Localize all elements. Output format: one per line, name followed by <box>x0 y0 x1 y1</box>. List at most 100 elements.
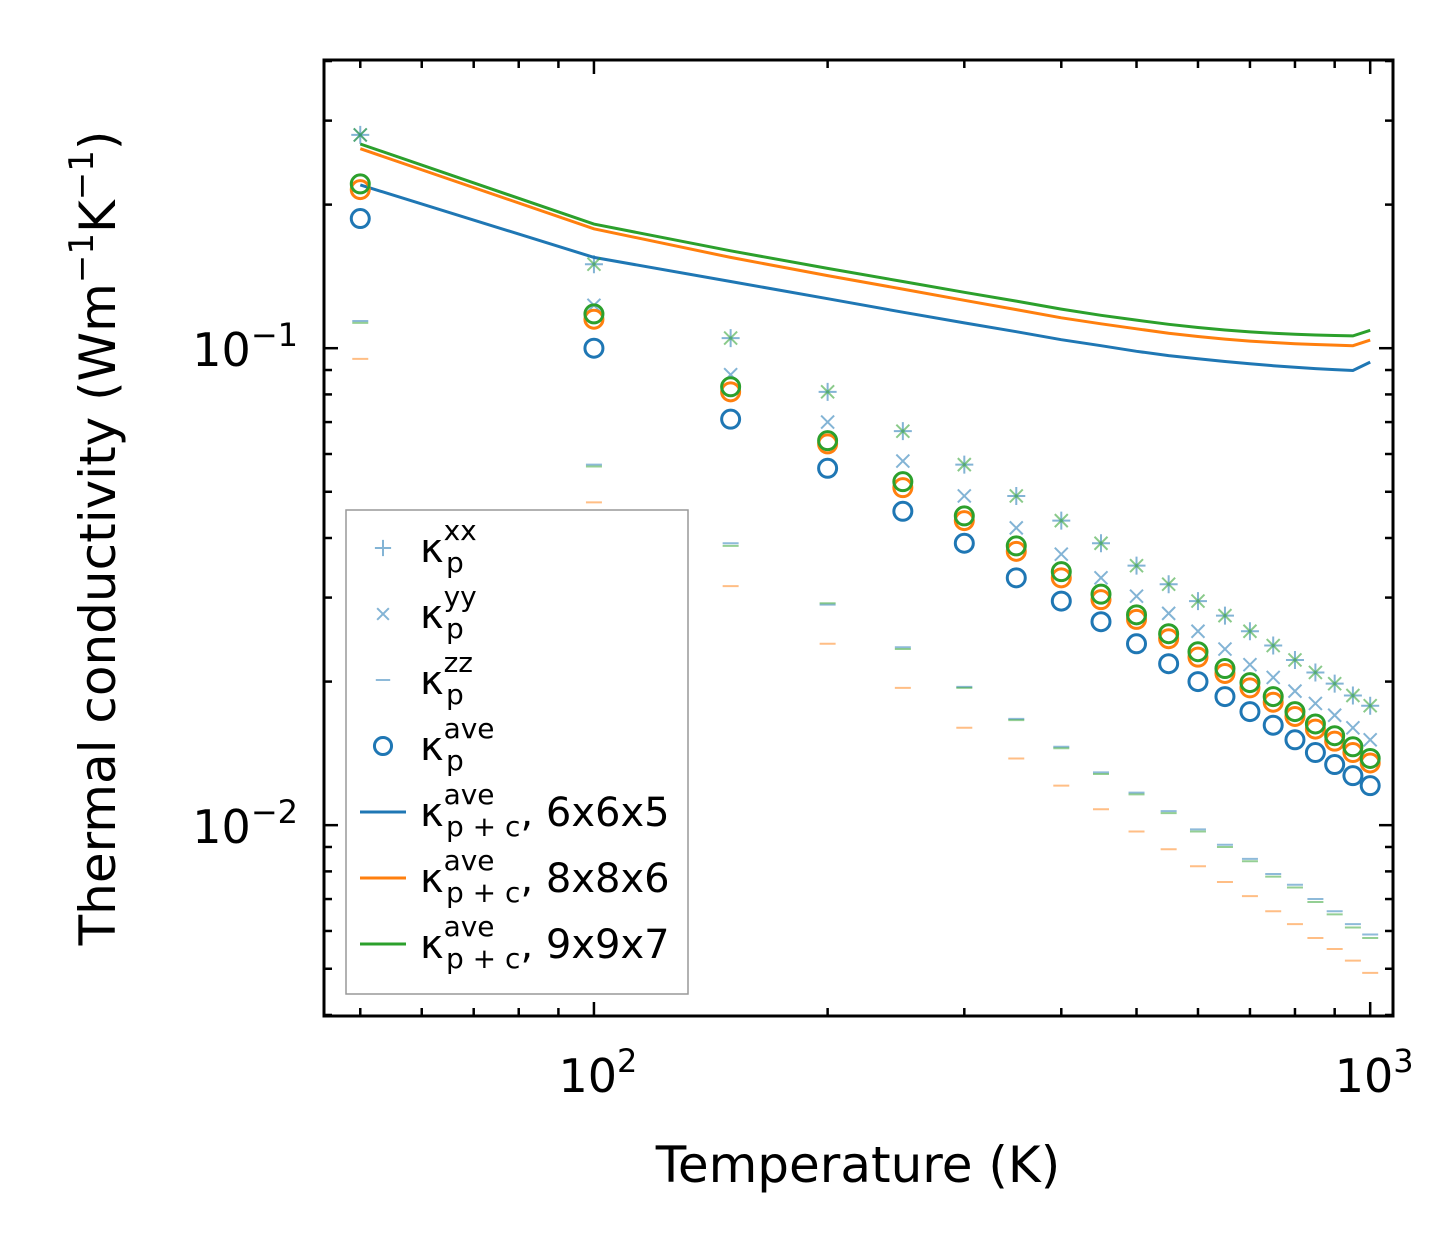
x-tick-label-100: 102 <box>558 1042 637 1103</box>
series-kp_zz <box>352 320 1379 936</box>
point-kave_8x8x6-450 <box>1090 589 1112 611</box>
y-axis-label-sup2: −1 <box>62 150 102 200</box>
point-kxx_9x9x7-250 <box>895 423 911 439</box>
legend-box <box>345 509 689 995</box>
point-kave_9x9x7-650 <box>1214 658 1236 680</box>
legend-label-2-part-2: p <box>446 678 464 711</box>
point-kp_ave-400 <box>1050 590 1072 612</box>
legend-label-6: κave p + c, 9x9x7 <box>420 910 670 975</box>
point-kxx_9x9x7-700 <box>1242 624 1258 639</box>
x-tick-label-1000-exp: 3 <box>1393 1042 1413 1080</box>
point-kxx_9x9x7-950 <box>1345 688 1361 703</box>
point-kp_yy-400 <box>1054 546 1069 562</box>
point-kave_9x9x7-150 <box>720 376 742 398</box>
point-kxx_9x9x7-400 <box>1054 513 1069 528</box>
y-tick-label-0.1: 10−1 <box>192 316 298 377</box>
point-kp_ave-800 <box>1284 729 1306 751</box>
legend-label-2-part-0: κ <box>420 658 444 704</box>
legend-marker-1 <box>376 607 390 621</box>
plot-marks <box>349 125 1381 974</box>
point-kp_yy-900 <box>1327 708 1342 723</box>
y-tick-label-0.01-exp: −2 <box>251 793 298 831</box>
point-kp_ave-750 <box>1262 714 1284 736</box>
y-tick-label-0.1-exp: −1 <box>251 316 298 354</box>
legend-label-1-part-2: p <box>446 612 464 645</box>
legend-label-1-part-1: yy <box>444 580 477 613</box>
point-kp_yy-450 <box>1093 570 1109 586</box>
line-kpc_ave_8x8x6 <box>359 147 1371 348</box>
legend-entry-5: κave p + c, 8x8x6 <box>360 844 670 909</box>
point-kp_yy-850 <box>1308 696 1323 711</box>
legend-label-5: κave p + c, 8x8x6 <box>420 844 670 909</box>
point-kp_yy-650 <box>1217 641 1233 657</box>
line-kpc_ave_6x6x5 <box>359 183 1371 373</box>
legend-marker-0-stroke <box>374 539 392 557</box>
legend-label-1-part-0: κ <box>420 592 444 638</box>
x-tick-label-100-base: 10 <box>558 1049 617 1103</box>
legend-label-5-part-1: ave <box>444 844 495 877</box>
point-kp_ave-550 <box>1158 653 1180 675</box>
point-kp_yy-600 <box>1190 624 1206 639</box>
point-kp_ave-500 <box>1126 633 1148 655</box>
point-kave_9x9x7-950 <box>1342 736 1364 758</box>
point-kxx_9x9x7-800 <box>1287 652 1303 668</box>
legend-label-0-part-2: p <box>446 546 464 579</box>
point-kp_yy-300 <box>957 488 972 504</box>
point-kp_ave-350 <box>1005 567 1027 589</box>
legend-label-4-part-1: ave <box>444 778 495 811</box>
point-kp_ave-700 <box>1239 701 1261 723</box>
point-kave_8x8x6-350 <box>1005 540 1027 562</box>
point-kave_9x9x7-350 <box>1005 535 1027 557</box>
y-tick-label-0.01: 10−2 <box>192 793 298 854</box>
point-kxx_9x9x7-500 <box>1129 558 1144 573</box>
point-kave_9x9x7-400 <box>1050 561 1072 583</box>
legend-label-5-part-0: κ <box>420 856 444 902</box>
point-kave_9x9x7-750 <box>1262 686 1284 708</box>
point-kave_9x9x7-50 <box>349 173 371 195</box>
point-kp_yy-250 <box>895 453 911 469</box>
legend-entry-2: κzz p <box>375 646 473 711</box>
point-kp_yy-200 <box>820 414 835 430</box>
point-kave_9x9x7-700 <box>1239 672 1261 694</box>
point-kp_ave-100 <box>583 337 605 359</box>
point-kp_ave-650 <box>1214 686 1236 708</box>
point-kp_yy-350 <box>1009 520 1024 536</box>
series-kxx_9x9x7 <box>353 127 1378 713</box>
legend-label-3: κave p <box>420 712 495 777</box>
legend-label-4-part-3: , 6x6x5 <box>520 790 669 836</box>
series-kave_9x9x7 <box>349 173 1381 769</box>
legend-label-6-part-0: κ <box>420 922 444 968</box>
point-kp_ave-450 <box>1090 611 1112 633</box>
y-axis-label-end: ) <box>69 131 127 151</box>
point-kave_9x9x7-900 <box>1324 725 1346 747</box>
point-kp_yy-800 <box>1287 683 1303 699</box>
point-kave_8x8x6-400 <box>1050 567 1072 589</box>
point-kp_ave-950 <box>1342 765 1364 787</box>
point-kxx_9x9x7-200 <box>820 384 835 400</box>
series-kzz_9x9x7 <box>352 321 1379 939</box>
legend-label-3-part-0: κ <box>420 724 444 770</box>
x-axis-label: Temperature (K) <box>655 1136 1060 1194</box>
point-kp_ave-150 <box>720 408 742 430</box>
y-axis-label-mid: K <box>69 199 127 233</box>
legend-marker-3 <box>372 735 394 757</box>
point-kp_yy-700 <box>1242 657 1258 672</box>
legend-entry-6: κave p + c, 9x9x7 <box>360 910 670 975</box>
legend-label-1: κyy p <box>420 580 477 645</box>
point-kp_yy-500 <box>1129 589 1144 604</box>
legend-label-3-part-2: p <box>446 744 464 777</box>
point-kxx_9x9x7-550 <box>1161 577 1176 592</box>
point-kp_yy-750 <box>1266 670 1281 685</box>
point-kave_9x9x7-500 <box>1126 604 1148 626</box>
y-tick-label-0.1-base: 10 <box>192 323 251 377</box>
legend-label-4-part-2: p + c <box>446 810 520 843</box>
point-kp_ave-300 <box>953 532 975 554</box>
line-kpc_ave_9x9x7 <box>359 142 1371 338</box>
point-kave_9x9x7-550 <box>1158 623 1180 645</box>
legend-label-2-part-1: zz <box>444 646 473 679</box>
point-kxx_9x9x7-450 <box>1093 536 1109 551</box>
point-kp_ave-850 <box>1304 742 1326 764</box>
point-kave_8x8x6-600 <box>1187 646 1209 668</box>
legend-entry-0: κxx p <box>374 514 477 579</box>
